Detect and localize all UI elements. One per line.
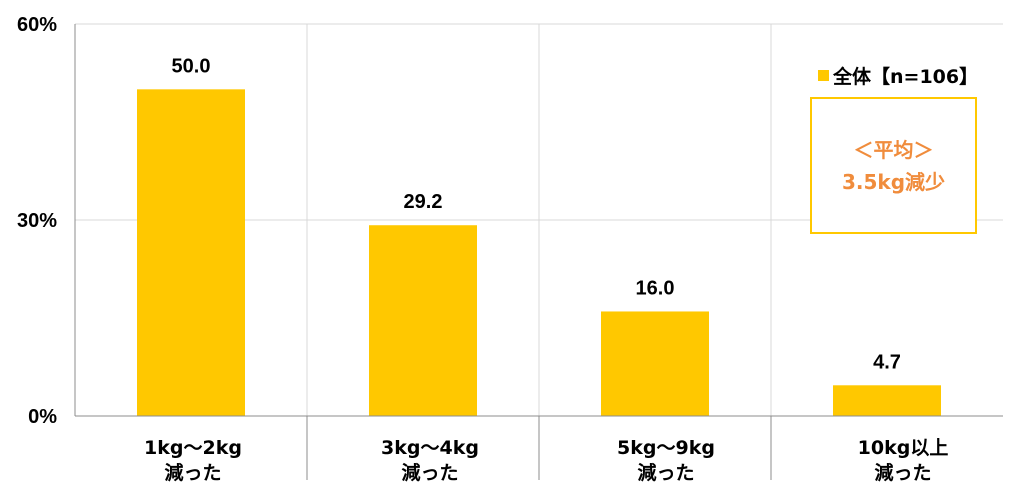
x-category-label-line1: 5kg～9kg xyxy=(617,437,715,459)
x-category-label-line1: 10kg以上 xyxy=(857,437,949,459)
x-category-label: 5kg～9kg 減った xyxy=(551,436,781,486)
y-tick-label: 0% xyxy=(28,406,57,428)
legend-label: 全体【n=106】 xyxy=(833,65,979,88)
y-tick-label: 60% xyxy=(17,14,57,36)
data-labels: 50.0 29.2 16.0 4.7 xyxy=(172,55,901,373)
bar xyxy=(833,385,941,416)
average-annotation-box: ＜平均＞ 3.5kg減少 xyxy=(810,97,977,234)
bar-value-label: 16.0 xyxy=(636,277,675,299)
average-annotation-value: 3.5kg減少 xyxy=(841,169,946,194)
bar-value-label: 50.0 xyxy=(172,55,211,77)
bar xyxy=(369,225,477,416)
x-category-label-line2: 減った xyxy=(401,462,459,484)
x-category-label: 1kg～2kg 減った xyxy=(78,436,308,486)
bar-value-label: 4.7 xyxy=(873,351,901,373)
x-category-label: 3kg～4kg 減った xyxy=(315,436,545,486)
bar-value-label: 29.2 xyxy=(404,191,443,213)
x-category-label-line2: 減った xyxy=(637,462,695,484)
y-tick-label: 30% xyxy=(17,210,57,232)
x-category-label-line1: 3kg～4kg xyxy=(381,437,479,459)
average-annotation-title: ＜平均＞ xyxy=(853,137,934,162)
x-category-label: 10kg以上 減った xyxy=(788,436,1011,486)
legend-swatch xyxy=(818,69,829,81)
x-category-label-line1: 1kg～2kg xyxy=(144,437,242,459)
y-tick-labels: 0% 30% 60% xyxy=(17,14,57,428)
x-category-label-line2: 減った xyxy=(164,462,222,484)
legend: 全体【n=106】 xyxy=(818,62,978,88)
bar xyxy=(137,89,245,416)
bars xyxy=(137,89,941,416)
x-category-label-line2: 減った xyxy=(874,462,932,484)
bar xyxy=(601,311,709,416)
